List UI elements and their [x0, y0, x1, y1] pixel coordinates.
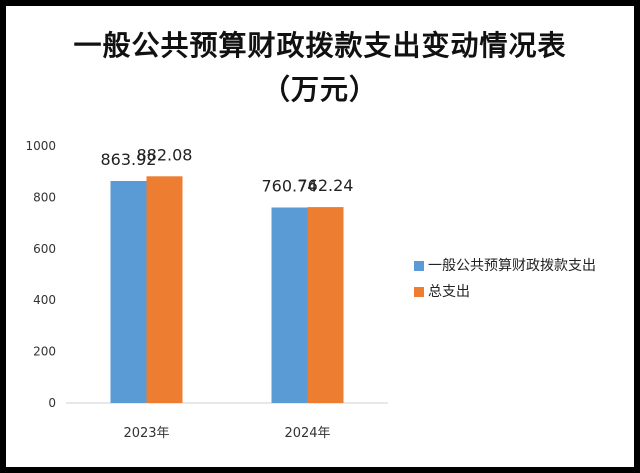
bar-1-1 [110, 180, 147, 403]
bar-2-2 [307, 207, 344, 403]
legend-label-series-2: 总支出 [428, 284, 470, 300]
y-tick-label-1: 200 [33, 345, 56, 359]
data-label-2-2: 762.24 [298, 176, 354, 195]
data-label-1-1: 863.92 [101, 150, 157, 169]
legend-swatch-series-1 [414, 261, 424, 271]
y-tick-label-0: 0 [48, 396, 56, 410]
chart-title: 一般公共预算财政拨款支出变动情况表 [73, 29, 567, 62]
chart-subtitle: （万元） [261, 73, 378, 106]
chart-frame: 一般公共预算财政拨款支出变动情况表 （万元） 0 200 400 600 800 1000… [6, 6, 634, 467]
legend: 一般公共预算财政拨款支出 总支出 [414, 256, 634, 308]
legend-swatch-series-2 [414, 287, 424, 297]
data-label-1-2: 760.74 [262, 176, 318, 195]
x-category-label-1: 2023年 [123, 426, 169, 441]
data-label-2-1: 882.08 [137, 145, 193, 164]
y-tick-label-2: 400 [33, 293, 56, 307]
x-category-label-2: 2024年 [284, 426, 330, 441]
y-tick-label-5: 1000 [25, 139, 56, 153]
y-tick-label-3: 600 [33, 242, 56, 256]
bar-2-1 [146, 176, 183, 403]
y-tick-label-4: 800 [33, 190, 56, 204]
legend-item-series-2: 总支出 [414, 282, 634, 302]
bar-1-2 [271, 207, 308, 403]
legend-item-series-1: 一般公共预算财政拨款支出 [414, 256, 634, 276]
legend-label-series-1: 一般公共预算财政拨款支出 [428, 258, 596, 274]
